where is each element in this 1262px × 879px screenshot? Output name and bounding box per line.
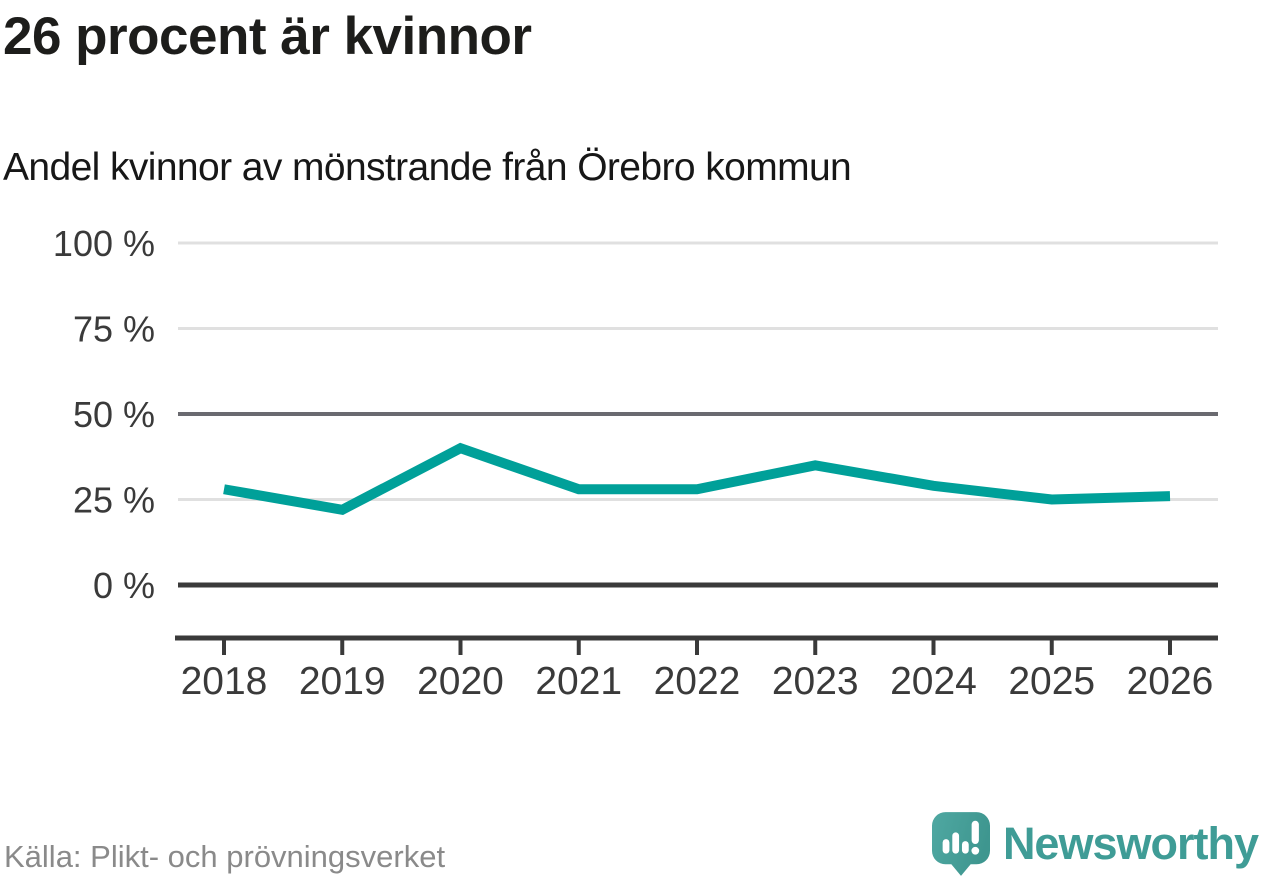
chart-title: 26 procent är kvinnor: [3, 7, 532, 66]
x-tick-label: 2021: [535, 660, 622, 703]
x-tick-label: 2020: [417, 660, 504, 703]
x-tick-label: 2023: [772, 660, 859, 703]
y-tick-label: 50 %: [73, 394, 155, 435]
exclamation-dot-icon: [971, 846, 980, 855]
speech-bubble-shape: [931, 812, 990, 876]
x-tick-label: 2019: [299, 660, 386, 703]
y-tick-label: 25 %: [73, 480, 155, 521]
x-tick-label: 2025: [1008, 660, 1095, 703]
data-line-andel-kvinnor: [223, 442, 1171, 515]
bar-icon: [952, 832, 960, 854]
newsworthy-logo-icon: [931, 812, 990, 876]
brand-wordmark: Newsworthy: [1002, 818, 1259, 869]
bar-icon: [961, 841, 969, 854]
x-tick-label: 2018: [181, 660, 268, 703]
y-tick-label: 0 %: [93, 565, 155, 606]
y-tick-label: 75 %: [73, 309, 155, 350]
x-tick-label: 2024: [890, 660, 977, 703]
chart-subtitle: Andel kvinnor av mönstrande från Örebro …: [3, 146, 852, 189]
x-tick-label: 2026: [1127, 660, 1214, 703]
source-note: Källa: Plikt- och prövningsverket: [4, 839, 446, 874]
exclamation-icon: [971, 820, 979, 844]
bar-icon: [942, 839, 950, 854]
x-tick-label: 2022: [654, 660, 741, 703]
newsworthy-logo: Newsworthy: [931, 812, 1259, 876]
y-tick-label: 100 %: [53, 223, 155, 264]
